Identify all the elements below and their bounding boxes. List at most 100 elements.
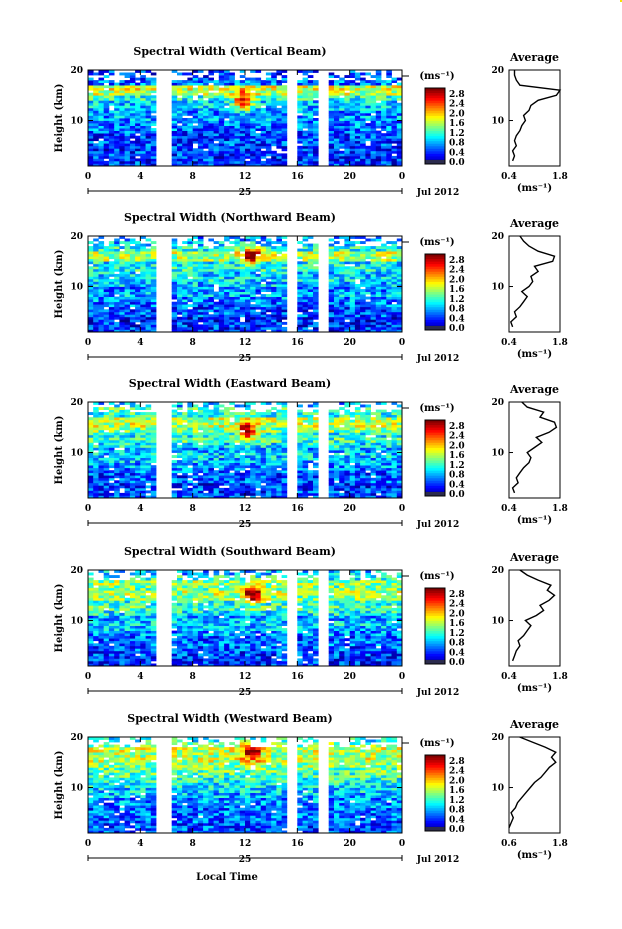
heatmap-cell <box>334 256 340 260</box>
heatmap-cell <box>135 87 141 91</box>
heatmap-cell <box>124 248 131 252</box>
heatmap-cell <box>93 437 99 441</box>
heatmap-cell <box>391 296 398 300</box>
heatmap-cell <box>229 294 235 297</box>
heatmap-cell <box>344 268 350 272</box>
heatmap-cell <box>88 422 94 426</box>
heatmap-cell <box>234 311 241 315</box>
heatmap-cell <box>370 256 377 260</box>
heatmap-cell <box>276 309 282 313</box>
heatmap-cell <box>192 153 199 157</box>
heatmap-cell <box>140 266 146 270</box>
heatmap-cell <box>365 102 371 106</box>
heatmap-cell <box>386 253 392 257</box>
heatmap-cell <box>103 286 110 290</box>
heatmap-cell <box>203 102 209 106</box>
heatmap-cell <box>140 278 146 282</box>
heatmap-cell <box>114 457 120 461</box>
heatmap-cell <box>334 82 340 86</box>
heatmap-cell <box>93 472 99 476</box>
heatmap-cell <box>182 427 188 431</box>
heatmap-cell <box>307 128 314 131</box>
heatmap-cell <box>370 143 377 147</box>
heatmap-cell <box>349 105 356 109</box>
heatmap-cell <box>250 150 256 154</box>
heatmap-cell <box>103 289 110 292</box>
heatmap-cell <box>271 492 277 496</box>
heatmap-cell <box>349 148 356 152</box>
heatmap-cell <box>208 271 214 275</box>
heatmap-cell <box>229 314 235 318</box>
heatmap-cell <box>349 123 356 126</box>
heatmap-cell <box>93 155 99 159</box>
heatmap-cell <box>135 256 141 260</box>
heatmap-cell <box>108 284 115 287</box>
heatmap-cell <box>354 258 361 262</box>
heatmap-cell <box>307 133 314 137</box>
heatmap-cell <box>271 480 277 484</box>
heatmap-cell <box>108 472 115 476</box>
heatmap-cell <box>229 299 235 303</box>
heatmap-cell <box>135 452 141 456</box>
heatmap-cell <box>391 102 398 106</box>
heatmap-cell <box>349 155 356 159</box>
heatmap-cell <box>182 452 188 456</box>
heatmap-cell <box>391 258 398 262</box>
heatmap-cell <box>197 477 204 481</box>
heatmap-cell <box>140 251 146 255</box>
heatmap-cell <box>344 120 350 124</box>
heatmap-cell <box>88 153 94 157</box>
heatmap-cell <box>171 321 178 325</box>
heatmap-cell <box>140 462 146 466</box>
heatmap-cell <box>391 120 398 124</box>
heatmap-cell <box>171 92 178 96</box>
heatmap-cell <box>124 138 131 142</box>
heatmap-cell <box>150 311 157 315</box>
heatmap-cell <box>187 271 193 275</box>
heatmap-cell <box>124 92 131 96</box>
heatmap-cell <box>381 284 387 287</box>
heatmap-cell <box>250 153 256 157</box>
heatmap-cell <box>140 268 146 272</box>
heatmap-cell <box>339 324 345 328</box>
heatmap-cell <box>349 314 356 318</box>
heatmap-cell <box>177 402 183 405</box>
heatmap-cell <box>150 316 157 320</box>
heatmap-cell <box>129 281 136 285</box>
heatmap-cell <box>114 485 120 489</box>
heatmap-cell <box>334 92 340 96</box>
heatmap-cell <box>218 326 225 330</box>
heatmap-cell <box>203 442 209 446</box>
heatmap-cell <box>386 92 392 96</box>
heatmap-cell <box>234 258 241 262</box>
heatmap-cell <box>391 85 398 89</box>
heatmap-cell <box>114 419 120 423</box>
heatmap-cell <box>108 281 115 285</box>
heatmap-cell <box>108 306 115 310</box>
heatmap-cell <box>271 319 277 323</box>
heatmap-cell <box>187 273 193 277</box>
heatmap-cell <box>177 412 183 415</box>
heatmap-cell <box>339 329 345 333</box>
heatmap-cell <box>224 271 230 275</box>
heatmap-cell <box>239 309 246 313</box>
heatmap-cell <box>187 118 193 121</box>
heatmap-cell <box>108 163 115 167</box>
heatmap-cell <box>119 462 125 466</box>
heatmap-cell <box>396 291 403 295</box>
heatmap-cell <box>334 148 340 152</box>
heatmap-cell <box>140 326 146 330</box>
heatmap-cell <box>103 155 110 159</box>
heatmap-cell <box>396 296 403 300</box>
heatmap-cell <box>375 276 382 280</box>
heatmap-cell <box>108 87 115 91</box>
heatmap-cell <box>208 306 214 310</box>
heatmap-cell <box>98 434 105 438</box>
heatmap-cell <box>129 437 136 441</box>
heatmap-cell <box>124 110 131 114</box>
heatmap-cell <box>197 465 204 469</box>
heatmap-cell <box>129 450 136 453</box>
heatmap-cell <box>208 138 214 142</box>
heatmap-cell <box>297 133 303 137</box>
heatmap-cell <box>192 115 199 119</box>
